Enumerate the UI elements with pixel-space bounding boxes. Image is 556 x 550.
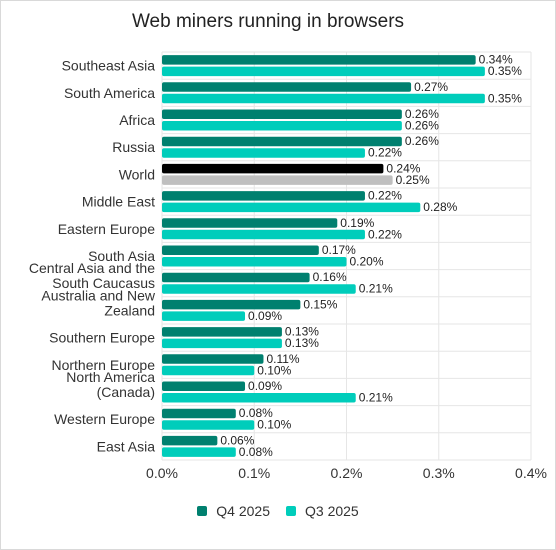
bar-q4 (162, 327, 282, 337)
bar-q4 (162, 272, 310, 283)
data-label: 0.09% (248, 379, 282, 393)
bar-q4 (162, 381, 246, 391)
bar-q3 (162, 257, 347, 267)
category-label: Western Europe (54, 411, 155, 427)
bar-q4 (162, 163, 384, 174)
category-label: Middle East (82, 194, 155, 210)
category-label: Southeast Asia (62, 58, 156, 74)
bar-q4 (162, 435, 218, 446)
x-tick-label: 0.4% (515, 465, 547, 481)
data-label: 0.22% (368, 189, 402, 203)
legend-swatch-q4 (197, 506, 208, 516)
data-label: 0.09% (248, 309, 282, 323)
bar-q3 (162, 202, 421, 213)
bar-q3 (162, 420, 255, 430)
data-label: 0.22% (368, 227, 402, 241)
bar-q3 (162, 284, 356, 294)
bar-q3 (162, 121, 402, 131)
data-label: 0.26% (405, 134, 439, 148)
data-label: 0.26% (405, 107, 439, 121)
data-label: 0.35% (488, 64, 522, 78)
category-label: Russia (112, 139, 155, 155)
chart-title: Web miners running in browsers (131, 11, 405, 32)
bar-q4 (162, 136, 402, 147)
category-label: South Asia (88, 248, 155, 264)
data-label: 0.20% (350, 255, 384, 269)
bar-q3 (162, 311, 246, 321)
bar-q3 (162, 66, 485, 77)
bar-q4 (162, 191, 365, 201)
bar-q4 (162, 299, 301, 310)
bar-q4 (162, 245, 319, 255)
bar-q4 (162, 218, 338, 228)
data-label: 0.26% (405, 119, 439, 133)
category-label: Africa (119, 112, 155, 128)
data-label: 0.34% (479, 53, 513, 67)
legend-label-q4: Q4 2025 (216, 503, 270, 519)
data-label: 0.35% (488, 91, 522, 105)
bar-q4 (162, 354, 264, 364)
category-label-line: Australia and New (41, 287, 156, 303)
category-label: World (119, 166, 155, 182)
x-tick-label: 0.0% (146, 465, 178, 481)
bar-q4 (162, 82, 412, 92)
category-label: East Asia (97, 438, 156, 454)
category-label: Central Asia and the South Caucasus (29, 260, 155, 291)
data-label: 0.10% (257, 363, 291, 377)
legend: Q4 2025 Q3 2025 (0, 503, 556, 519)
category-label: Eastern Europe (58, 221, 155, 237)
data-label: 0.28% (423, 200, 457, 214)
bar-q3 (162, 229, 365, 240)
category-label-line: (Canada) (97, 384, 155, 400)
category-label: Australia and New Zealand (41, 287, 156, 318)
category-label: South America (64, 85, 155, 101)
legend-label-q3: Q3 2025 (305, 503, 359, 519)
data-label: 0.25% (396, 173, 430, 187)
legend-swatch-q3 (286, 506, 296, 516)
data-label: 0.22% (368, 146, 402, 160)
data-label: 0.13% (285, 336, 319, 350)
bar-q4 (162, 109, 402, 119)
category-label-line: Zealand (104, 302, 155, 318)
bar-q3 (162, 175, 393, 185)
category-label-line: North America (66, 369, 155, 385)
data-label: 0.11% (266, 352, 299, 366)
bar-q3 (162, 447, 236, 457)
x-tick-label: 0.2% (331, 465, 363, 481)
data-label: 0.10% (257, 418, 291, 432)
data-label: 0.15% (303, 297, 337, 311)
bar-q3 (162, 148, 365, 158)
category-label-line: South Caucasus (52, 275, 155, 291)
bar-q3 (162, 93, 485, 104)
bar-chart: 0.0% 0.1% 0.2% 0.3% 0.4% Southeast Asia South … (29, 51, 547, 481)
bar-q3 (162, 365, 255, 376)
x-tick-label: 0.3% (423, 465, 455, 481)
category-label: Northern Europe (51, 357, 155, 373)
data-label: 0.24% (386, 161, 420, 175)
bar-q3 (162, 338, 282, 349)
x-tick-label: 0.1% (238, 465, 270, 481)
data-label: 0.27% (414, 80, 448, 94)
data-label: 0.17% (322, 243, 356, 257)
bar-q4 (162, 408, 236, 419)
data-label: 0.08% (239, 445, 273, 459)
data-label: 0.16% (313, 270, 347, 284)
bar-q4 (162, 55, 476, 65)
bar-q3 (162, 393, 356, 403)
data-label: 0.21% (359, 391, 393, 405)
category-label: North America (Canada) (66, 369, 155, 400)
legend-item-q4: Q4 2025 (197, 503, 270, 519)
data-label: 0.13% (285, 325, 319, 339)
category-label: Southern Europe (49, 330, 155, 346)
data-label: 0.21% (359, 282, 393, 296)
data-label: 0.08% (239, 406, 273, 420)
data-label: 0.19% (340, 216, 374, 230)
legend-item-q3: Q3 2025 (286, 503, 359, 519)
data-label: 0.06% (220, 433, 254, 447)
category-label-line: Central Asia and the (29, 260, 155, 276)
